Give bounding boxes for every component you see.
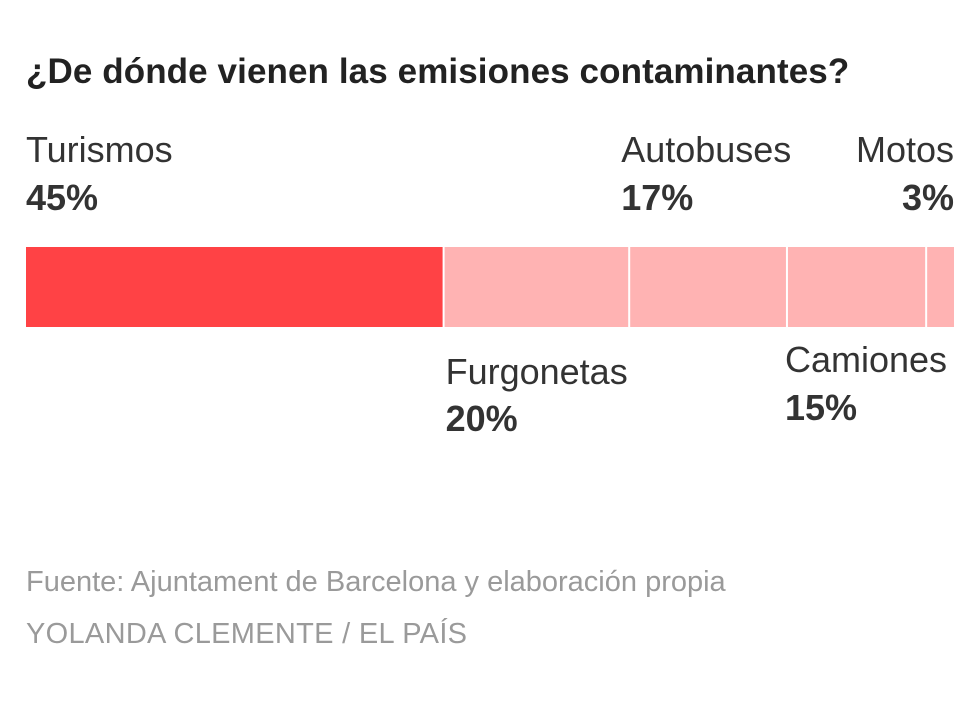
label-camiones: Camiones <box>785 339 947 380</box>
stacked-bar-chart: Turismos 45% Furgonetas 20% Autobuses 17% Cami… <box>26 129 954 439</box>
value-label-furgonetas: 20% <box>446 398 518 439</box>
bar-segment-autobuses <box>629 247 787 327</box>
credit-line: YOLANDA CLEMENTE / EL PAÍS <box>26 618 468 650</box>
value-label-autobuses: 17% <box>621 177 693 218</box>
bar-segment-turismos <box>26 247 444 327</box>
value-label-turismos: 45% <box>26 177 98 218</box>
bar-segment-furgonetas <box>443 247 630 327</box>
value-label-motos: 3% <box>902 177 954 218</box>
bar-segment-camiones <box>786 247 927 327</box>
value-label-camiones: 15% <box>785 387 857 428</box>
label-furgonetas: Furgonetas <box>446 351 628 392</box>
bar-segment-motos <box>926 247 954 327</box>
source-note: Fuente: Ajuntament de Barcelona y elabor… <box>26 566 726 598</box>
chart-title: ¿De dónde vienen las emisiones contamina… <box>26 52 850 91</box>
label-autobuses: Autobuses <box>621 129 791 170</box>
label-turismos: Turismos <box>26 129 173 170</box>
label-motos: Motos <box>856 129 954 170</box>
